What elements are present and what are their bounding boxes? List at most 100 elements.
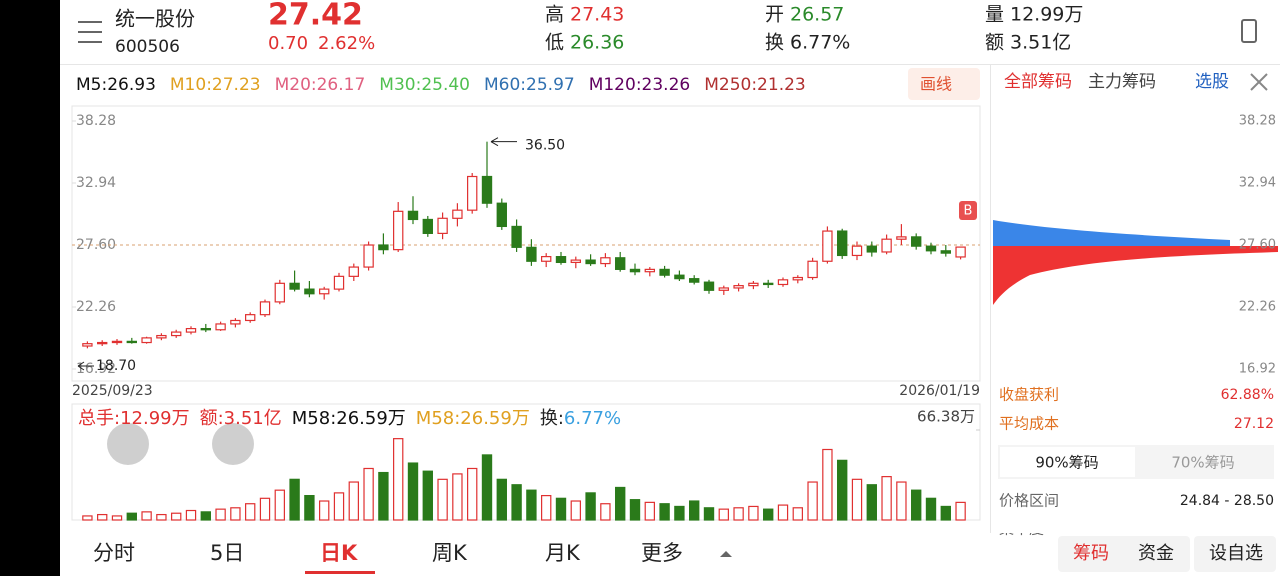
volume-bar xyxy=(200,511,211,521)
candle-body xyxy=(348,266,359,277)
candle-body xyxy=(526,246,537,262)
candle-body xyxy=(511,225,522,248)
candle-body xyxy=(97,341,108,345)
volume-bar xyxy=(511,484,522,521)
candle-body xyxy=(866,245,877,253)
chart-frame xyxy=(71,105,981,382)
y-tick-label: 38.28 xyxy=(76,113,116,129)
tab[interactable]: 周K xyxy=(432,541,468,565)
candle-body xyxy=(274,282,285,303)
app-bg xyxy=(60,0,1280,576)
candle-body xyxy=(615,257,626,270)
next-button[interactable] xyxy=(212,423,254,465)
volume-bar xyxy=(570,500,581,521)
volume-bar xyxy=(481,454,493,521)
device-icon[interactable] xyxy=(1241,19,1257,43)
chip-tab[interactable]: 选股 xyxy=(1195,72,1229,92)
stat-value: 12.99万 xyxy=(1010,4,1083,26)
stat-value: 26.36 xyxy=(570,32,624,54)
range-active[interactable] xyxy=(1000,447,1135,477)
stat-value: 6.77% xyxy=(790,32,850,54)
bottom-button[interactable]: 设自选 xyxy=(1209,543,1263,564)
candle-body xyxy=(496,202,507,228)
candle-body xyxy=(378,244,389,251)
volume-bar xyxy=(674,505,685,521)
chip-detail-label: 价格区间 xyxy=(999,492,1059,510)
ma-label: M250:21.23 xyxy=(704,75,806,95)
volume-bar xyxy=(940,505,951,521)
volume-bar xyxy=(230,507,241,521)
draw-button-bg[interactable] xyxy=(908,68,980,100)
candle-body xyxy=(689,278,700,283)
change-pct: 2.62% xyxy=(318,33,375,54)
volume-bar xyxy=(259,497,271,521)
volume-bar xyxy=(422,470,433,521)
active-tab-underline xyxy=(305,571,375,574)
candle-body xyxy=(156,334,167,339)
volume-bar xyxy=(733,507,744,521)
candle-body xyxy=(837,230,848,257)
volume-bar xyxy=(748,505,759,521)
candle-body xyxy=(304,288,315,295)
volume-bar xyxy=(585,492,596,521)
menu-icon[interactable] xyxy=(78,21,102,43)
divider xyxy=(990,64,991,534)
tab[interactable]: 更多 xyxy=(641,541,683,565)
candle-body xyxy=(185,327,197,333)
candle-body xyxy=(570,259,581,264)
candle-body xyxy=(925,245,937,252)
candle-body xyxy=(111,340,123,344)
draw-button[interactable]: 画线 xyxy=(920,75,952,94)
candle-body xyxy=(363,244,374,268)
stat-label: 高 xyxy=(545,4,564,26)
candle-body xyxy=(82,343,93,347)
chip-range[interactable]: 70%筹码 xyxy=(1171,454,1234,472)
tab[interactable]: 日K xyxy=(320,541,358,565)
panel-cover xyxy=(991,520,1280,533)
volume-bar xyxy=(925,497,937,521)
ma-label: M60:25.97 xyxy=(484,75,575,95)
chip-stat-value: 27.12 xyxy=(1234,416,1274,432)
volume-info: M58:26.59万 xyxy=(416,408,530,429)
volume-bar xyxy=(378,471,389,521)
candle-body xyxy=(585,259,596,265)
tab[interactable]: 分时 xyxy=(93,541,135,565)
volume-bar xyxy=(911,489,922,521)
candle-body xyxy=(896,236,907,240)
prev-button[interactable] xyxy=(107,423,149,465)
y-tick-label: 32.94 xyxy=(76,175,116,191)
candle-body xyxy=(718,287,729,291)
tab[interactable]: 月K xyxy=(545,541,581,565)
volume-frame xyxy=(71,403,981,521)
chip-stat-label: 平均成本 xyxy=(999,415,1059,433)
volume-bar xyxy=(615,486,626,521)
volume-bar xyxy=(407,462,419,521)
close-icon[interactable] xyxy=(1250,73,1268,91)
y-tick-label-right: 16.92 xyxy=(1239,362,1276,377)
bottom-button[interactable]: 资金 xyxy=(1138,543,1174,564)
volume-bar xyxy=(215,508,226,521)
volume-bar xyxy=(363,467,374,521)
candle-body xyxy=(940,250,951,254)
candle-body xyxy=(600,257,611,265)
y-tick-label-right: 22.26 xyxy=(1239,300,1276,315)
volume-bar xyxy=(541,494,552,521)
y-tick-label-right: 27.60 xyxy=(1239,238,1276,253)
tab[interactable]: 5日 xyxy=(210,541,244,565)
candle-body xyxy=(452,209,463,219)
candle-body xyxy=(748,282,759,287)
candle-body xyxy=(230,319,241,325)
chip-range[interactable]: 90%筹码 xyxy=(1035,454,1098,472)
volume-bar xyxy=(496,478,507,521)
bottom-btn-bg xyxy=(1194,536,1276,572)
bottom-button[interactable]: 筹码 xyxy=(1073,543,1109,564)
candle-body xyxy=(807,260,818,279)
candle-body xyxy=(674,274,685,280)
volume-bar xyxy=(437,478,448,521)
ma-label: M10:27.23 xyxy=(170,75,261,95)
arrow xyxy=(77,361,94,371)
volume-bar xyxy=(600,503,611,521)
chip-tab[interactable]: 全部筹码 xyxy=(1004,72,1072,92)
candle-body xyxy=(437,217,448,234)
chip-tab[interactable]: 主力筹码 xyxy=(1088,72,1156,92)
